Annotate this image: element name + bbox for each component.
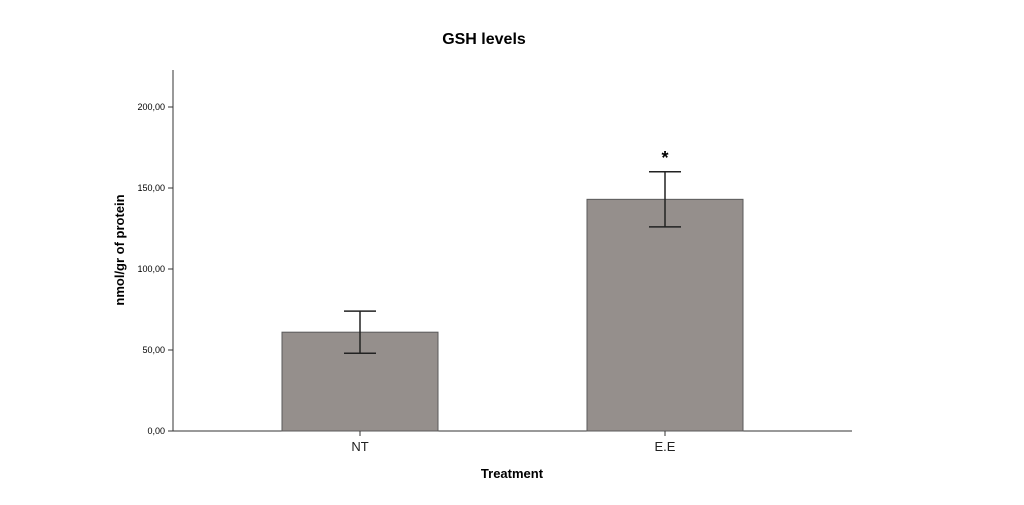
significance-annotation: * [661, 148, 668, 168]
x-tick-label: NT [351, 439, 368, 454]
plot-area: 0,00 50,00 100,00 150,00 200,00 NT E.E * [137, 70, 852, 454]
chart-title: GSH levels [442, 31, 526, 48]
bar-ee [586, 198, 744, 432]
x-tick-label: E.E [655, 439, 676, 454]
y-tick-label: 50,00 [142, 345, 165, 355]
y-axis-label: nmol/gr of protein [112, 194, 127, 305]
y-tick-label: 200,00 [137, 102, 165, 112]
y-tick-label: 0,00 [147, 426, 165, 436]
y-tick-label: 100,00 [137, 264, 165, 274]
y-tick-label: 150,00 [137, 183, 165, 193]
x-axis-label: Treatment [481, 466, 544, 481]
